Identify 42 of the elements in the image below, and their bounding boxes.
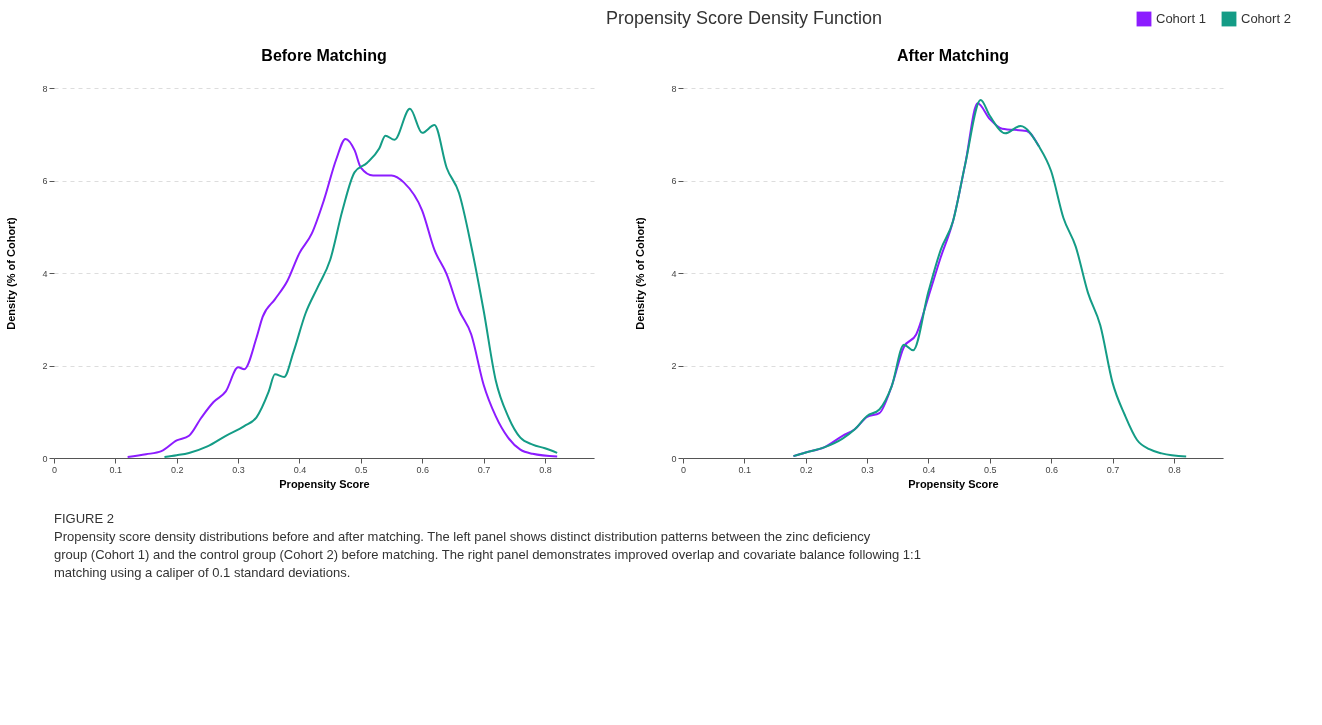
y-tick-label: 6 (671, 176, 677, 186)
x-tick-label: 0.6 (1045, 464, 1058, 475)
x-tick-label: 0.2 (170, 464, 184, 475)
x-tick-label: 0.7 (1106, 464, 1120, 475)
x-tick-label: 0.1 (738, 464, 752, 475)
x-tick-label: 0.4 (293, 464, 307, 475)
text: Propensity score density distributions before and after matching. The left panel shows distinct distribution patterns between the zinc deficiency group (Cohort 1) and the control group (Cohort 2) before matching. The right panel demonstrates improved overlap and covariate balance following 1:1 matching using a caliper of 0.1 standard deviations. (54, 529, 921, 580)
caption: FIGURE 2 (54, 511, 114, 526)
y-tick-label: 4 (671, 268, 677, 279)
y-tick-label: 2 (42, 361, 48, 371)
x-axis-title: Propensity Score (908, 477, 999, 490)
x-tick-label: 0.5 (355, 464, 368, 475)
x-tick-label: 0.7 (477, 464, 491, 475)
x-tick-label: 0.6 (416, 464, 429, 475)
x-axis-title: Propensity Score (279, 477, 370, 490)
y-tick-label: 8 (42, 83, 48, 94)
text: Propensity Score Density Function (605, 8, 883, 28)
legend-label: Cohort 1 (1156, 11, 1206, 26)
line-series (163, 107, 559, 459)
y-tick-label: 8 (671, 83, 677, 94)
y-axis-title: Density (% of Cohort) (5, 216, 18, 330)
y-tick-label: 6 (42, 176, 48, 186)
x-tick-label: 0.8 (1168, 464, 1181, 475)
x-tick-label: 0.1 (109, 464, 123, 475)
x-tick-label: 0 (680, 464, 687, 475)
chart-title: After Matching (897, 47, 1009, 64)
x-tick-label: 0.3 (861, 464, 874, 475)
x-tick-label: 0.2 (799, 464, 813, 475)
y-tick-label: 0 (671, 453, 677, 464)
x-tick-label: 0.4 (922, 464, 936, 475)
x-tick-label: 0 (51, 464, 58, 475)
x-tick-label: 0.5 (984, 464, 997, 475)
chart-title: Before Matching (261, 47, 387, 64)
y-tick-label: 2 (671, 361, 677, 371)
legend-label: Cohort 2 (1241, 11, 1291, 26)
x-tick-label: 0.8 (539, 464, 552, 475)
y-axis-title: Density (% of Cohort) (634, 216, 647, 330)
line-series (792, 99, 1188, 458)
y-tick-label: 4 (42, 268, 48, 279)
line-series (126, 137, 559, 459)
y-tick-label: 0 (42, 453, 48, 464)
x-tick-label: 0.3 (232, 464, 245, 475)
